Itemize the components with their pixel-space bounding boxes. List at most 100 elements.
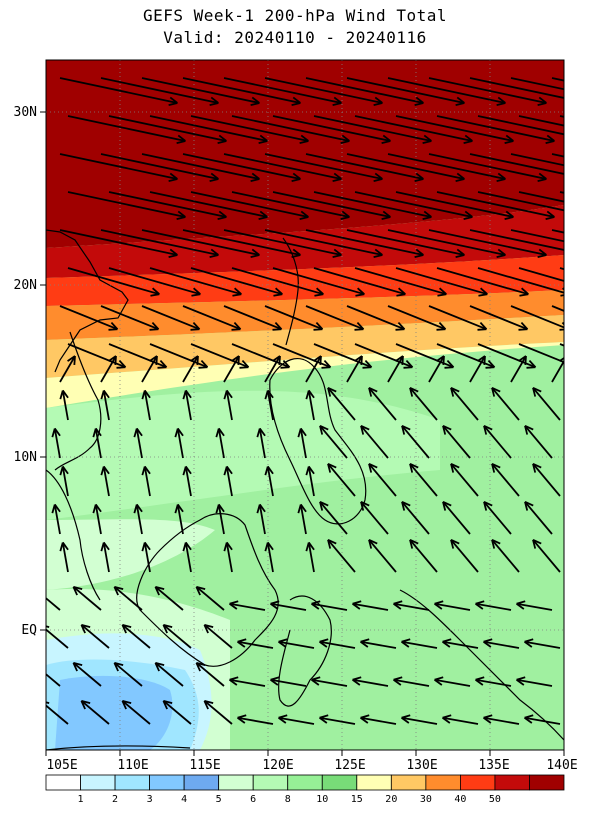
wind-vector-head [300,210,309,218]
wind-vector [264,77,383,104]
wind-vector-head [256,504,261,514]
wind-vector-head [438,321,447,330]
wind-vector [264,305,323,331]
wind-vector-head [570,361,576,368]
wind-vector [184,390,192,421]
wind-vector-head [409,539,414,549]
wind-vector [518,191,564,203]
wind-vector-head [191,293,201,297]
wind-vector-head [401,717,410,724]
borneo-coast [136,513,279,667]
wind-vector-head [314,293,324,297]
wind-vector-head [434,676,444,681]
wind-vector-head [450,463,460,469]
wind-vector-head [176,140,186,144]
wind-vector [313,115,432,142]
wind-vector [272,191,391,218]
wind-vector-head [149,355,158,362]
wind-vector [409,539,438,573]
wind-vector-head [141,542,146,552]
wind-vector-head [231,355,240,362]
wind-vector [524,640,561,649]
wind-vector [491,463,520,497]
wind-vector-head [333,248,342,256]
wind-vector-head [580,249,587,255]
wind-vector-head [291,254,301,258]
wind-vector-head [237,641,246,648]
wind-vector [100,153,219,180]
wind-vector [94,428,102,459]
wind-vector [510,77,564,91]
wind-vector-head [475,679,484,686]
wind-vector-head [144,541,151,551]
wind-vector [149,191,268,218]
wind-vector-head [524,641,533,648]
wind-vector [141,229,260,256]
wind-vector-head [415,248,424,256]
wind-vector-head [524,501,529,511]
wind-vector-head [475,603,484,610]
wind-vector-head [108,355,117,362]
wind-vector [59,355,76,383]
wind-vector-head [360,714,370,719]
wind-vector-head [479,321,488,330]
colorbar: 1 2 3 4 5 6 8 10 15 20 30 40 50 [45,774,565,805]
wind-vector [532,539,561,573]
wind-vector [223,153,342,180]
wind-vector-head [217,216,227,220]
wind-vector-head [250,102,260,106]
new-guinea-coast [399,589,564,741]
wind-vector [108,115,227,142]
wind-vector [113,586,143,611]
colorbar-label: 4 [181,794,187,805]
wind-vector-head [560,294,564,297]
wind-vector [305,77,424,104]
wind-vector-head [409,539,419,545]
wind-vector [305,305,364,331]
wind-vector-head [177,210,186,218]
wind-vector-head [545,140,555,144]
wind-vector-head [491,463,501,469]
colorbar-swatch [390,774,427,791]
wind-vector [387,77,506,104]
wind-vector-head [272,355,281,362]
wind-vector [59,229,178,256]
wind-vector-head [169,172,178,180]
wind-vector-head [264,542,269,552]
wind-vector [223,305,282,331]
wind-vector [510,153,564,167]
wind-vector [368,539,397,573]
wind-vector [428,305,487,331]
wind-vector-head [374,172,383,180]
wind-vector [102,466,110,497]
wind-vector-head [566,356,567,365]
wind-vector-head [300,427,307,437]
wind-vector [182,229,301,256]
wind-vector-head [239,366,249,369]
wind-vector-head [308,465,315,475]
wind-vector-head [311,600,321,605]
wind-vector-head [333,172,342,180]
wind-vector-head [40,625,44,633]
wind-vector-head [185,465,192,475]
wind-vector [162,700,192,725]
wind-vector [203,700,233,725]
wind-vector-head [415,96,424,104]
wind-vector-head [174,428,179,438]
colorbar-swatch [80,774,116,791]
wind-vector [319,716,356,725]
wind-vector-head [305,542,310,552]
wind-vector-head [59,542,64,552]
wind-vector-head [174,504,179,514]
wind-vector-head [483,641,492,648]
colorbar-swatch [218,774,254,791]
wind-vector-head [292,96,301,104]
wind-vector-head [579,179,588,181]
wind-vector [510,355,527,383]
wind-vector-head [360,355,363,366]
wind-vector-head [341,210,350,218]
wind-vector [327,387,356,421]
wind-vector [510,229,564,243]
colorbar-swatch [45,774,81,791]
wind-vector-head [546,134,555,142]
